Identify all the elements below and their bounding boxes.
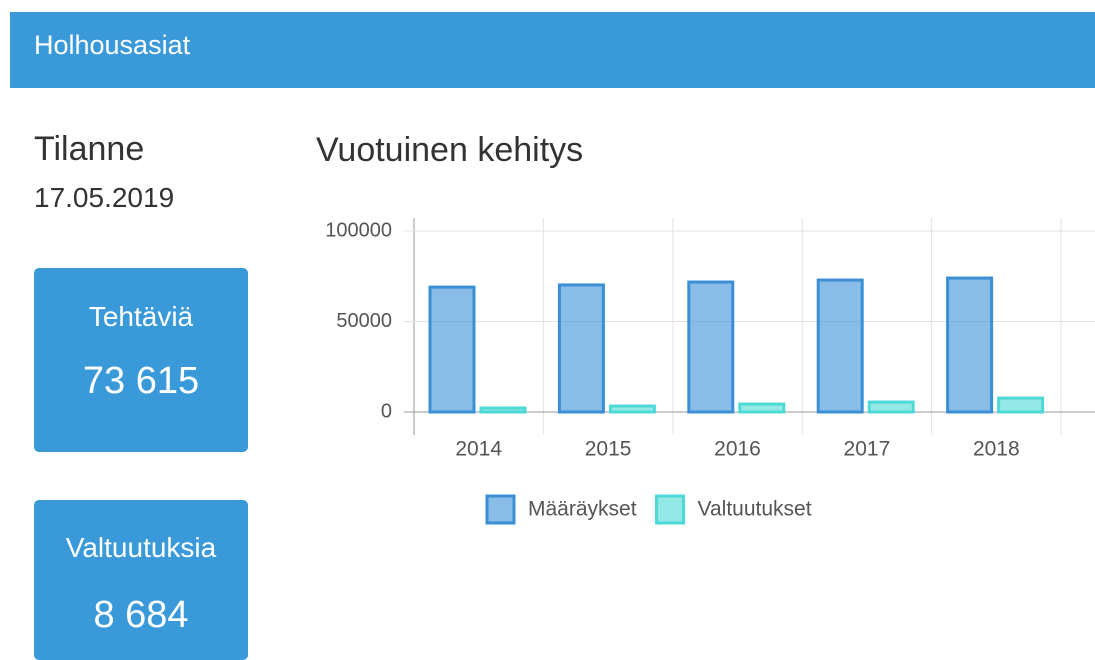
x-tick-label: 2018 xyxy=(973,438,1020,461)
card-label: Tehtäviä xyxy=(88,301,194,332)
legend-label: Määräykset xyxy=(528,498,637,521)
bar xyxy=(738,402,786,414)
y-tick-label: 100000 xyxy=(325,219,392,241)
y-tick-label: 50000 xyxy=(336,310,392,332)
chart-title: Vuotuinen kehitys xyxy=(316,131,583,169)
card-value: 73 615 xyxy=(82,360,200,402)
header: Holhousasiat xyxy=(10,12,1095,88)
card[interactable]: Tehtäviä 73 615 xyxy=(34,268,248,452)
legend-swatch xyxy=(655,494,686,525)
bar xyxy=(816,278,864,414)
status-date: 17.05.2019 xyxy=(34,182,175,213)
bar xyxy=(479,406,527,414)
bar xyxy=(687,280,735,414)
bar xyxy=(946,276,994,414)
page: Holhousasiat Tilanne 17.05.2019 Tehtäviä… xyxy=(10,12,1095,660)
bar xyxy=(997,396,1045,414)
legend-label: Valtuutukset xyxy=(698,498,812,521)
x-tick-label: 2017 xyxy=(844,438,891,461)
x-tick-label: 2015 xyxy=(585,438,632,461)
card-value: 8 684 xyxy=(93,594,189,636)
y-tick-label: 0 xyxy=(381,400,392,422)
x-tick-label: 2014 xyxy=(455,438,502,461)
bar xyxy=(428,285,476,414)
bar xyxy=(608,404,656,414)
status-label: Tilanne xyxy=(34,130,145,168)
chart: Vuotuinen kehitys 0 50000 100000 2014 2015 20… xyxy=(316,131,1095,525)
header-title: Holhousasiat xyxy=(34,30,191,60)
bar xyxy=(867,400,915,414)
bar xyxy=(557,283,605,414)
legend-swatch xyxy=(485,494,516,525)
card-label: Valtuutuksia xyxy=(65,532,217,563)
x-tick-label: 2016 xyxy=(714,438,761,461)
card[interactable]: Valtuutuksia 8 684 xyxy=(34,500,248,660)
